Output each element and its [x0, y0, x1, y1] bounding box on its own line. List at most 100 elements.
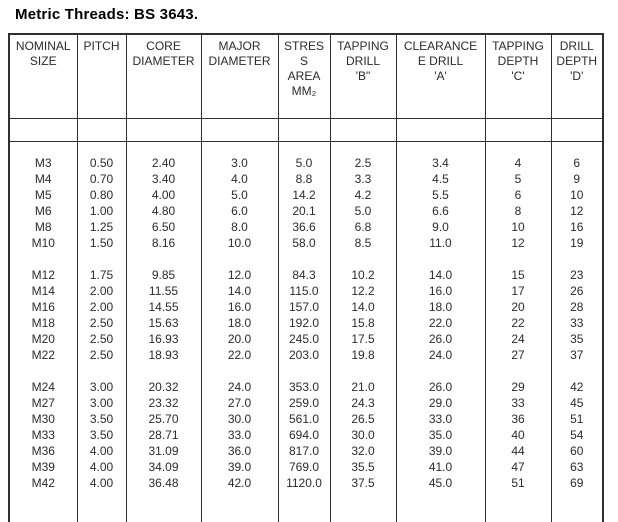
- cell-value: 45: [570, 396, 584, 410]
- cell-value: 35: [570, 332, 584, 346]
- cell-value: 8.0: [231, 220, 248, 234]
- body-column-pitch: 0.50 0.70 0.80 1.00 1.25 1.50 1.75 2.00 2.00 2.50…: [76, 141, 127, 522]
- cell-value: 5.0: [354, 204, 372, 218]
- cell-value: 3.00: [89, 396, 114, 410]
- body-column-drill-depth: 6 9 10 12 16 19 23 26 28 33 35 37 42 45 51 54 60 63 69: [550, 141, 604, 522]
- cell-value: M8: [34, 220, 52, 234]
- cell-value: 4.2: [354, 188, 372, 202]
- cell-value: 41.0: [428, 460, 453, 474]
- cell-value: 18.0: [227, 316, 252, 330]
- cell-value: 10: [570, 188, 584, 202]
- cell-value: 26.5: [351, 412, 375, 426]
- cell-value: M12: [31, 268, 55, 282]
- cell-value: 18.0: [428, 300, 453, 314]
- value-group: 14.0 16.0 18.0 22.0 26.0 24.0: [397, 267, 484, 363]
- header-line: STRES: [283, 39, 324, 53]
- spacer-cell-stress-area: [277, 118, 331, 142]
- cell-value: M42: [31, 476, 55, 490]
- cell-value: 21.0: [351, 380, 375, 394]
- cell-value: 23.32: [148, 396, 179, 410]
- cell-value: 9.0: [432, 220, 449, 234]
- cell-value: 11.0: [429, 236, 452, 250]
- cell-value: 2.00: [89, 300, 114, 314]
- cell-value: 6.0: [231, 204, 248, 218]
- value-group: 353.0 259.0 561.0 694.0 817.0 769.0 1120.0: [279, 379, 329, 491]
- cell-value: 25.70: [148, 412, 179, 426]
- value-group: 84.3 115.0 157.0 192.0 245.0 203.0: [279, 267, 329, 363]
- cell-value: 8.8: [295, 172, 313, 186]
- cell-value: 60: [570, 444, 584, 458]
- cell-value: 4.00: [89, 460, 114, 474]
- cell-value: 28.71: [148, 428, 179, 442]
- cell-value: 4.5: [432, 172, 449, 186]
- cell-value: 3.3: [354, 172, 372, 186]
- cell-value: M22: [31, 348, 55, 362]
- cell-value: 245.0: [288, 332, 320, 346]
- cell-value: 10.2: [351, 268, 375, 282]
- header-cell-major-diameter: MAJOR DIAMETER: [200, 33, 279, 119]
- cell-value: 33: [511, 396, 525, 410]
- cell-value: 192.0: [288, 316, 320, 330]
- header-line: SIZE: [29, 54, 57, 68]
- cell-value: 3.00: [89, 380, 114, 394]
- cell-value: 1120.0: [286, 476, 322, 490]
- cell-value: 27: [511, 348, 525, 362]
- cell-value: 817.0: [288, 444, 320, 458]
- cell-value: 9.85: [151, 268, 176, 282]
- cell-value: 16.0: [428, 284, 453, 298]
- cell-value: 5: [514, 172, 522, 186]
- cell-value: 36: [511, 412, 525, 426]
- cell-value: 14.2: [292, 188, 316, 202]
- cell-value: 3.4: [432, 156, 449, 170]
- cell-value: M39: [31, 460, 55, 474]
- spacer-cell-major-diameter: [200, 118, 279, 142]
- body-column-tapping-depth: 4 5 6 8 10 12 15 17 20 22 24 27 29 33 36 40 44 47 51: [484, 141, 552, 522]
- cell-value: 0.70: [89, 172, 114, 186]
- value-group: 5.0 8.8 14.2 20.1 36.6 58.0: [279, 155, 329, 251]
- body-column-core-diameter: 2.40 3.40 4.00 4.80 6.50 8.16 9.85 11.55 14.55 15…: [125, 141, 202, 522]
- cell-value: 3.0: [231, 156, 248, 170]
- header-line: DIAMETER: [208, 54, 271, 68]
- cell-value: 11.55: [148, 284, 179, 298]
- cell-value: 15.63: [148, 316, 179, 330]
- cell-value: 17.5: [351, 332, 375, 346]
- cell-value: 47: [511, 460, 525, 474]
- cell-value: 26.0: [428, 380, 453, 394]
- header-line: DEPTH: [497, 54, 539, 68]
- cell-value: 33.0: [428, 412, 453, 426]
- header-cell-tapping-drill: TAPPING DRILL 'B": [329, 33, 397, 119]
- cell-value: 3.40: [151, 172, 176, 186]
- cell-value: 84.3: [292, 268, 316, 282]
- cell-value: 12.2: [351, 284, 375, 298]
- body-column-major-diameter: 3.0 4.0 5.0 6.0 8.0 10.0 12.0 14.0 16.0 18.0 20.0 2…: [200, 141, 279, 522]
- value-group: 3.4 4.5 5.5 6.6 9.0 11.0: [397, 155, 484, 251]
- cell-value: 35.0: [428, 428, 453, 442]
- cell-value: 4.00: [89, 476, 114, 490]
- cell-value: 27.0: [227, 396, 252, 410]
- cell-value: 9: [573, 172, 581, 186]
- cell-value: 16: [570, 220, 584, 234]
- cell-value: M14: [31, 284, 55, 298]
- body-column-tapping-drill: 2.5 3.3 4.2 5.0 6.8 8.5 10.2 12.2 14.0 15.8 17.5 19…: [329, 141, 397, 522]
- cell-value: 2.50: [89, 316, 114, 330]
- cell-value: 24.0: [227, 380, 252, 394]
- cell-value: 51: [570, 412, 584, 426]
- cell-value: M16: [31, 300, 55, 314]
- header-cell-core-diameter: CORE DIAMETER: [125, 33, 202, 119]
- body-column-clearance-drill: 3.4 4.5 5.5 6.6 9.0 11.0 14.0 16.0 18.0 22.0 26.0 2…: [395, 141, 486, 522]
- cell-value: 18.93: [148, 348, 179, 362]
- cell-value: 3.50: [89, 428, 114, 442]
- cell-value: 32.0: [351, 444, 375, 458]
- value-group: 9.85 11.55 14.55 15.63 16.93 18.93: [127, 267, 200, 363]
- cell-value: M6: [34, 204, 52, 218]
- cell-value: 4.00: [89, 444, 114, 458]
- cell-value: 20.0: [227, 332, 252, 346]
- cell-value: 2.5: [354, 156, 372, 170]
- cell-value: 22.0: [428, 316, 453, 330]
- cell-value: M4: [34, 172, 52, 186]
- cell-value: 1.00: [89, 204, 114, 218]
- cell-value: M3: [34, 156, 52, 170]
- header-line: CORE: [146, 39, 181, 53]
- cell-value: 20: [511, 300, 525, 314]
